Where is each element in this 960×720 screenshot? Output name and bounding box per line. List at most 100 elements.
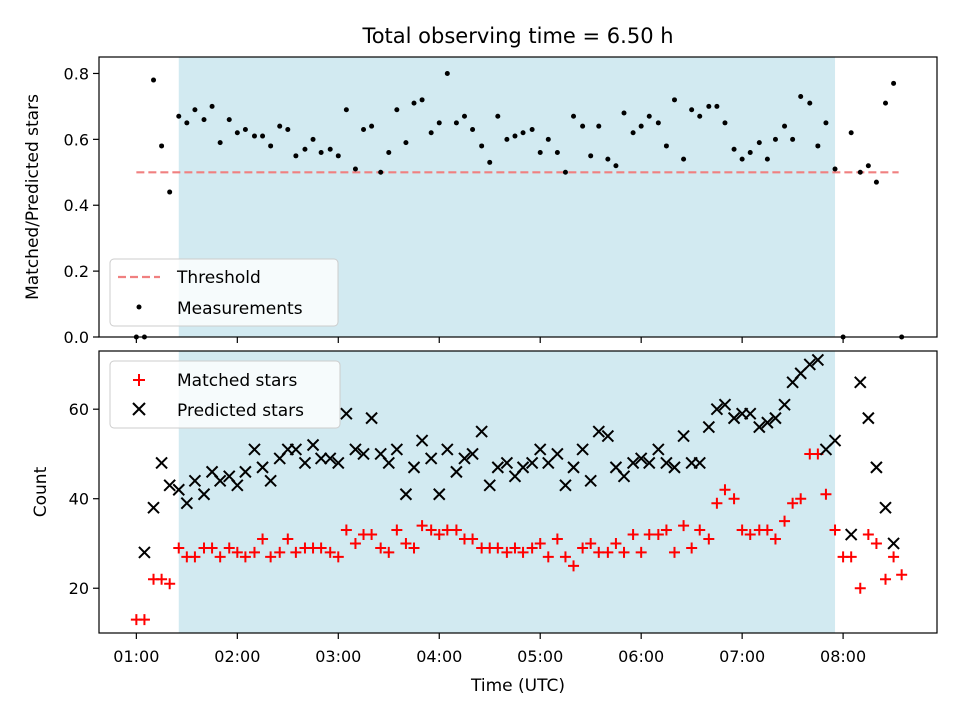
bottom-legend: Matched stars Predicted stars [109,360,341,429]
matched-star-point [340,524,352,536]
predicted-star-point [450,465,463,479]
predicted-star-point [415,434,429,447]
measurement-point [798,94,804,100]
chart-title: Total observing time = 6.50 h [361,24,673,48]
matched-star-point [829,524,841,536]
predicted-star-point [761,416,774,429]
measurement-point [520,130,526,136]
measurement-point [714,103,720,109]
measurement-point [537,150,543,156]
predicted-star-point [617,470,631,483]
measurement-point [731,146,737,152]
measurement-point [242,126,248,132]
matched-star-point [618,546,630,558]
y-tick-label: 40 [69,490,89,509]
matched-star-point [585,537,597,549]
x-tick-label: 08:00 [820,647,866,666]
matched-star-point [703,533,715,545]
matched-star-point [728,493,740,505]
matched-star-point [526,542,538,554]
matched-star-point [231,546,243,558]
measurement-point [772,136,778,142]
measurement-point [588,153,594,159]
matched-star-point [257,533,269,545]
measurement-point [823,120,829,126]
legend-threshold-label: Threshold [176,268,261,288]
matched-star-point [248,546,260,558]
predicted-star-point [289,443,303,456]
measurement-point [167,189,173,195]
measurement-point [512,133,518,139]
predicted-star-point [551,447,564,461]
predicted-star-point [525,456,539,470]
matched-star-point [450,524,462,536]
predicted-star-point [660,456,673,470]
predicted-star-point [854,376,867,389]
matched-star-point [880,573,892,585]
y-tick-label: 20 [69,579,89,598]
bottom-panel: 20 40 60 01:00 02:00 03:00 04:00 05:00 06:00 07:… [31,350,938,696]
predicted-star-point [314,452,328,465]
matched-star-point [551,533,563,545]
predicted-star-point [744,407,757,420]
measurement-point [605,156,611,162]
measurement-point [571,113,577,119]
predicted-star-point [323,452,337,465]
measurement-point [268,143,274,149]
matched-star-point [433,529,445,541]
measurement-point [479,143,485,149]
predicted-star-point [433,488,446,501]
matched-star-point [761,524,773,536]
measurement-point [293,153,299,159]
matched-star-point [744,529,756,541]
measurement-point [504,136,510,142]
top-panel-ylabel: Matched/Predicted stars [23,94,43,300]
measurement-point [226,117,232,123]
matched-star-point [862,529,874,541]
measurement-point [277,123,283,129]
predicted-star-point [399,488,413,501]
y-tick-label: 0.2 [64,262,89,281]
measurement-point [151,77,157,83]
x-tick-label: 02:00 [214,647,260,666]
matched-star-point [602,546,614,558]
measurement-point [554,150,560,156]
legend-measurements-label: Measurements [177,299,303,319]
matched-star-point [349,537,361,549]
predicted-star-point [424,452,438,465]
bottom-panel-y-ticks: 20 40 60 [69,400,99,598]
matched-star-point [282,533,294,545]
legend-measurements-swatch [136,304,142,310]
matched-star-point [517,546,529,558]
y-tick-label: 0.0 [64,328,89,347]
legend-matched-swatch [133,374,145,386]
predicted-star-point [340,407,353,420]
measurement-point [596,123,602,129]
y-tick-label: 0.4 [64,196,89,215]
matched-star-point [627,529,639,541]
matched-star-point [888,551,900,563]
top-panel-y-ticks: 0.0 0.2 0.4 0.6 0.8 [64,64,99,347]
predicted-star-point [349,443,362,456]
top-legend: Threshold Measurements [109,258,339,327]
matched-star-point [425,524,437,536]
predicted-star-point [138,546,151,559]
matched-star-point [214,551,226,563]
predicted-star-point [500,456,514,470]
predicted-star-point [298,456,312,470]
matched-star-point [854,582,866,594]
predicted-star-point [811,353,825,367]
measurement-point [453,120,459,126]
predicted-star-point [483,479,496,492]
predicted-star-point [828,434,842,447]
x-tick-label: 07:00 [719,647,765,666]
predicted-star-point [601,429,615,443]
predicted-star-point [458,452,471,465]
predicted-star-point [702,420,716,434]
predicted-star-point [441,443,454,456]
matched-star-point [787,497,799,509]
matched-star-point [223,542,235,554]
predicted-star-point [163,479,176,492]
predicted-star-point [626,456,640,470]
matched-star-point [719,484,731,496]
